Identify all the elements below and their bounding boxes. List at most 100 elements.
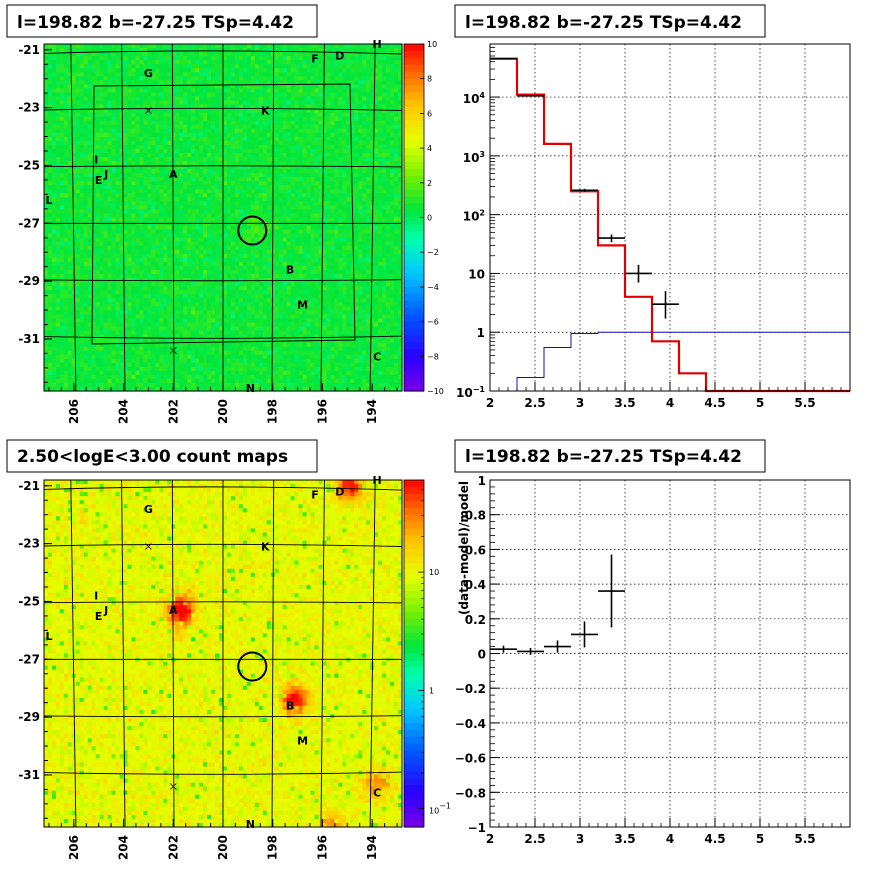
map-pixel xyxy=(242,185,248,190)
map-pixel xyxy=(207,173,212,178)
map-pixel xyxy=(103,169,109,174)
map-pixel xyxy=(262,330,268,336)
map-pixel xyxy=(187,193,192,198)
map-pixel xyxy=(163,140,168,146)
map-pixel xyxy=(266,237,272,243)
map-pixel xyxy=(135,362,141,368)
map-pixel xyxy=(246,294,252,299)
map-pixel xyxy=(171,144,176,150)
map-pixel xyxy=(55,217,61,223)
map-pixel xyxy=(175,362,180,368)
map-pixel xyxy=(159,213,164,219)
map-pixel xyxy=(79,116,85,122)
map-pixel xyxy=(143,378,149,384)
map-pixel xyxy=(79,209,85,215)
map-pixel xyxy=(262,189,268,194)
map-pixel xyxy=(111,104,117,110)
map-pixel xyxy=(87,189,93,194)
map-pixel xyxy=(139,350,145,356)
map-pixel xyxy=(47,169,53,174)
map-pixel xyxy=(238,72,244,77)
map-pixel xyxy=(135,221,141,227)
map-pixel xyxy=(270,358,276,364)
map-pixel xyxy=(107,100,113,106)
map-pixel xyxy=(135,249,141,255)
map-pixel xyxy=(59,378,65,384)
map-pixel xyxy=(238,370,244,376)
map-pixel xyxy=(183,306,188,311)
map-pixel xyxy=(199,298,204,303)
map-pixel xyxy=(75,346,81,352)
map-pixel xyxy=(187,302,192,307)
map-pixel xyxy=(246,290,252,295)
map-pixel xyxy=(47,249,53,255)
map-pixel xyxy=(226,282,232,287)
map-pixel xyxy=(95,100,101,106)
map-pixel xyxy=(223,245,228,251)
map-pixel xyxy=(226,124,232,130)
map-pixel xyxy=(238,330,244,336)
map-pixel xyxy=(238,229,244,235)
map-pixel xyxy=(167,136,172,142)
map-pixel xyxy=(219,237,224,243)
map-pixel xyxy=(246,72,252,77)
map-pixel xyxy=(246,354,252,360)
map-pixel xyxy=(75,354,81,360)
map-pixel xyxy=(262,273,268,279)
map-pixel xyxy=(79,338,85,344)
map-pixel xyxy=(135,120,141,126)
map-pixel xyxy=(167,92,172,98)
map-pixel xyxy=(238,144,244,150)
map-pixel xyxy=(258,144,264,150)
map-pixel xyxy=(163,225,168,231)
map-pixel xyxy=(223,124,228,130)
map-pixel xyxy=(163,261,168,267)
map-pixel xyxy=(115,88,121,94)
map-pixel xyxy=(219,124,224,130)
map-pixel xyxy=(103,354,109,360)
map-pixel xyxy=(250,120,256,126)
map-pixel xyxy=(207,290,212,295)
map-pixel xyxy=(115,96,121,102)
map-pixel xyxy=(215,269,220,275)
map-pixel xyxy=(159,261,164,267)
map-pixel xyxy=(191,56,196,61)
map-pixel xyxy=(155,197,160,202)
map-pixel xyxy=(115,161,121,166)
map-pixel xyxy=(147,136,152,142)
map-pixel xyxy=(215,72,220,77)
map-pixel xyxy=(83,80,89,85)
map-pixel xyxy=(115,84,121,89)
map-pixel xyxy=(187,221,192,227)
map-pixel xyxy=(51,386,57,392)
map-pixel xyxy=(131,152,137,158)
map-pixel xyxy=(242,298,248,303)
map-pixel xyxy=(119,116,125,122)
map-pixel xyxy=(207,338,212,344)
map-pixel xyxy=(159,136,164,142)
map-pixel xyxy=(266,100,272,106)
map-pixel xyxy=(127,326,133,332)
map-pixel xyxy=(155,241,160,247)
map-pixel xyxy=(151,225,156,231)
map-pixel xyxy=(242,128,248,134)
map-pixel xyxy=(167,96,172,102)
map-pixel xyxy=(44,104,49,110)
map-pixel xyxy=(179,116,184,122)
map-pixel xyxy=(123,108,129,114)
map-pixel xyxy=(44,96,49,102)
map-pixel xyxy=(238,68,244,73)
map-pixel xyxy=(127,209,133,215)
map-pixel xyxy=(155,104,160,110)
map-pixel xyxy=(127,366,133,372)
map-pixel xyxy=(175,213,180,219)
map-pixel xyxy=(199,358,204,364)
map-pixel xyxy=(191,116,196,122)
map-pixel xyxy=(51,290,57,295)
map-pixel xyxy=(223,249,228,255)
map-pixel xyxy=(163,306,168,311)
map-pixel xyxy=(131,116,137,122)
map-pixel xyxy=(44,378,49,384)
map-pixel xyxy=(59,173,65,178)
map-pixel xyxy=(87,68,93,73)
